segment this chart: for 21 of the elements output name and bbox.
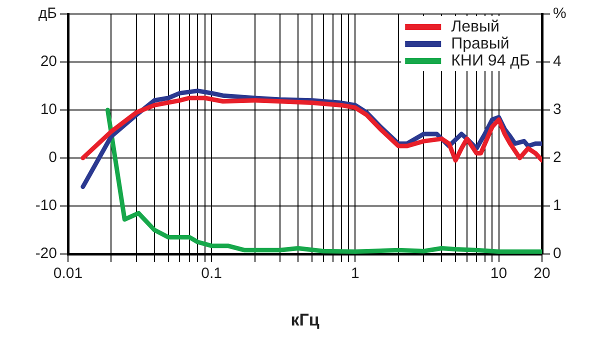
y2-tick-label: 2 bbox=[553, 149, 562, 166]
x-tick-label: 20 bbox=[534, 265, 550, 282]
y-tick-label: -10 bbox=[35, 197, 57, 214]
y-tick-label: 10 bbox=[40, 101, 57, 118]
y-tick-label: дБ bbox=[38, 5, 58, 22]
y-tick-label: -20 bbox=[35, 245, 57, 262]
x-tick-label: 0.1 bbox=[201, 265, 222, 282]
legend-label: КНИ 94 дБ bbox=[451, 52, 530, 70]
legend-label: Правый bbox=[451, 35, 510, 52]
y-tick-label: 20 bbox=[40, 53, 57, 70]
y2-tick-label: % bbox=[553, 5, 566, 22]
y2-tick-label: 1 bbox=[553, 197, 562, 214]
y-tick-label: 0 bbox=[48, 149, 57, 166]
x-tick-label: 10 bbox=[490, 265, 508, 282]
y2-tick-label: 4 bbox=[553, 53, 562, 70]
x-tick-label: 1 bbox=[351, 265, 360, 282]
x-tick-label: 0.01 bbox=[53, 265, 83, 282]
x-axis-title: кГц bbox=[290, 310, 320, 330]
legend-label: Левый bbox=[451, 18, 500, 36]
y2-tick-label: 0 bbox=[553, 245, 562, 262]
y2-tick-label: 3 bbox=[553, 101, 562, 118]
